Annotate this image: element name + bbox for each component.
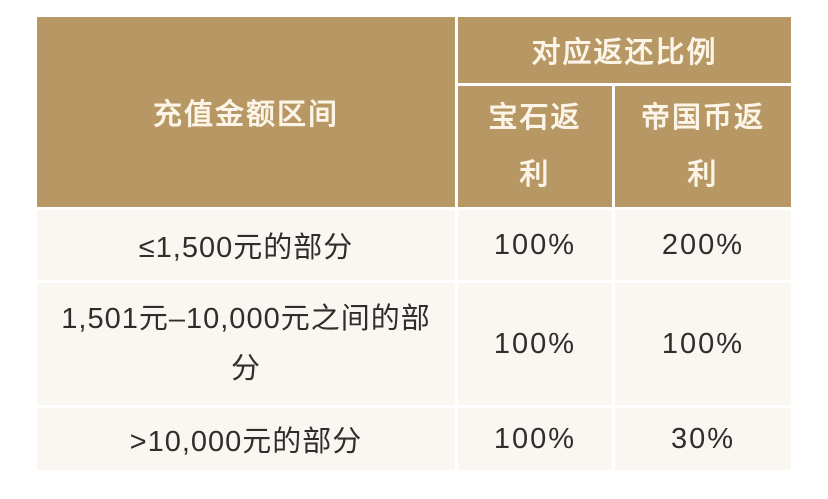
header-empire-coin-rebate-line2: 利 [687, 158, 719, 191]
cell-range-tier1: ≤1,500元的部分 [37, 210, 455, 280]
cell-empire-tier1: 200% [615, 210, 792, 280]
cell-range-tier2: 1,501元–10,000元之间的部 分 [37, 283, 455, 405]
cell-range-tier3: >10,000元的部分 [37, 408, 455, 470]
cell-empire-tier3: 30% [615, 408, 792, 470]
table-row: ≤1,500元的部分 100% 200% [37, 210, 792, 280]
header-gem-rebate-line2: 利 [519, 158, 551, 191]
header-gem-rebate-line1: 宝石返 [488, 101, 582, 134]
cell-gem-tier1: 100% [458, 210, 612, 280]
header-row-sub: 宝石返 利 帝国币返 利 [37, 86, 792, 207]
header-return-ratio-group: 对应返还比例 [458, 17, 792, 83]
header-empire-coin-rebate-line1: 帝国币返 [641, 101, 766, 134]
header-gem-rebate: 宝石返 利 [458, 86, 612, 207]
header-empire-coin-rebate: 帝国币返 利 [615, 86, 792, 207]
recharge-rebate-table: 充值金额区间 对应返还比例 宝石返 利 帝国币返 利 ≤1,500元的部分 10… [34, 14, 794, 473]
cell-range-tier2-line2: 分 [230, 353, 261, 385]
cell-range-tier2-line1: 1,501元–10,000元之间的部 [61, 303, 431, 335]
cell-empire-tier2: 100% [615, 283, 792, 405]
cell-gem-tier3: 100% [458, 408, 612, 470]
table-row: >10,000元的部分 100% 30% [37, 408, 792, 470]
header-row-group: 充值金额区间 对应返还比例 [37, 17, 792, 207]
cell-gem-tier2: 100% [458, 283, 612, 405]
header-amount-range: 充值金额区间 [37, 17, 455, 207]
table-row: 1,501元–10,000元之间的部 分 100% 100% [37, 283, 792, 405]
